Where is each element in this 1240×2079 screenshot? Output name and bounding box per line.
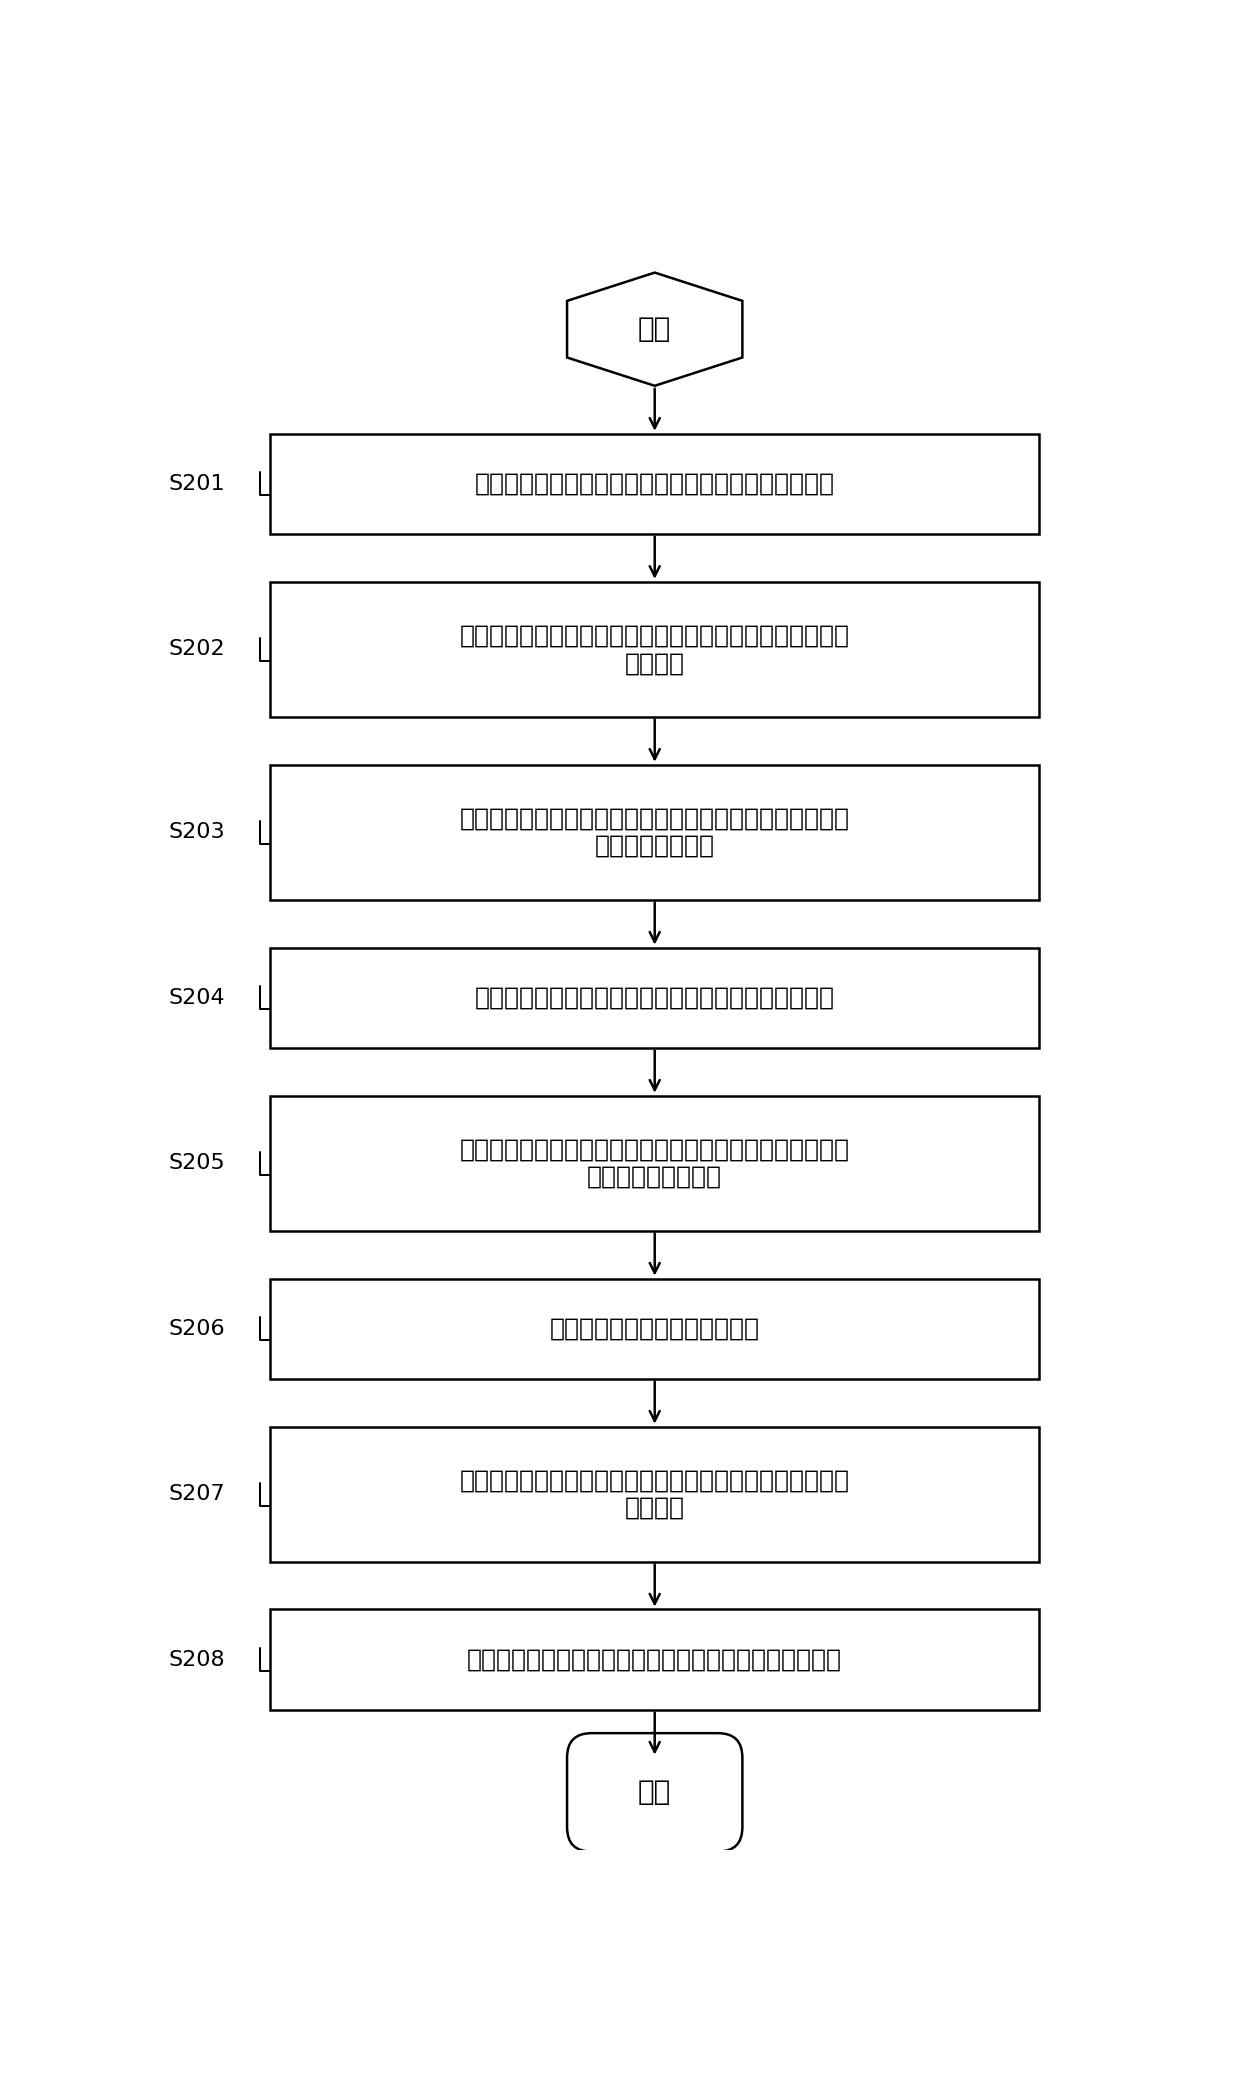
Text: S202: S202 xyxy=(169,638,224,659)
Text: 根据所述的预保留节点、中间网络以及电力系统的系统节点
建立导纳矩阵方程: 根据所述的预保留节点、中间网络以及电力系统的系统节点 建立导纳矩阵方程 xyxy=(460,807,849,859)
FancyBboxPatch shape xyxy=(270,1609,1039,1709)
FancyBboxPatch shape xyxy=(270,1279,1039,1378)
Text: S203: S203 xyxy=(169,821,224,842)
Text: 开始: 开始 xyxy=(639,316,671,343)
Text: 遍历所述的风电场子群，确定每个风电场对应的等效阻抗: 遍历所述的风电场子群，确定每个风电场对应的等效阻抗 xyxy=(467,1647,842,1672)
FancyBboxPatch shape xyxy=(270,765,1039,900)
FancyBboxPatch shape xyxy=(270,1096,1039,1231)
Text: S204: S204 xyxy=(169,988,224,1008)
Text: 根据高斯消去法消去所述的导纳矩阵方程中的中间节点: 根据高斯消去法消去所述的导纳矩阵方程中的中间节点 xyxy=(475,985,835,1010)
Text: 结束: 结束 xyxy=(639,1778,671,1807)
FancyBboxPatch shape xyxy=(270,948,1039,1048)
Text: 确定流入所述的电力系统的电流: 确定流入所述的电力系统的电流 xyxy=(549,1316,760,1341)
Text: S205: S205 xyxy=(167,1154,224,1173)
FancyBboxPatch shape xyxy=(270,1426,1039,1561)
Text: 根据所述的电流以及所述的电压差确定选取的风电场对应的
等效阻抗: 根据所述的电流以及所述的电压差确定选取的风电场对应的 等效阻抗 xyxy=(460,1468,849,1520)
FancyBboxPatch shape xyxy=(270,582,1039,717)
Text: S207: S207 xyxy=(169,1484,224,1503)
FancyBboxPatch shape xyxy=(270,435,1039,534)
Polygon shape xyxy=(567,272,743,387)
Text: S208: S208 xyxy=(169,1649,224,1669)
Text: 从所述的风电场子群中选取一个风电场作为预保留节点: 从所述的风电场子群中选取一个风电场作为预保留节点 xyxy=(475,472,835,495)
Text: 将所述的风电场群中所述预保留节点以外的所有风电场称为
中间网络: 将所述的风电场群中所述预保留节点以外的所有风电场称为 中间网络 xyxy=(460,624,849,676)
Text: S201: S201 xyxy=(169,474,224,495)
Text: S206: S206 xyxy=(169,1318,224,1339)
Text: 根据所述的导纳矩阵方程确定所述的预保留节点与所述的系
统节点之间的电压差: 根据所述的导纳矩阵方程确定所述的预保留节点与所述的系 统节点之间的电压差 xyxy=(460,1137,849,1189)
FancyBboxPatch shape xyxy=(567,1734,743,1852)
